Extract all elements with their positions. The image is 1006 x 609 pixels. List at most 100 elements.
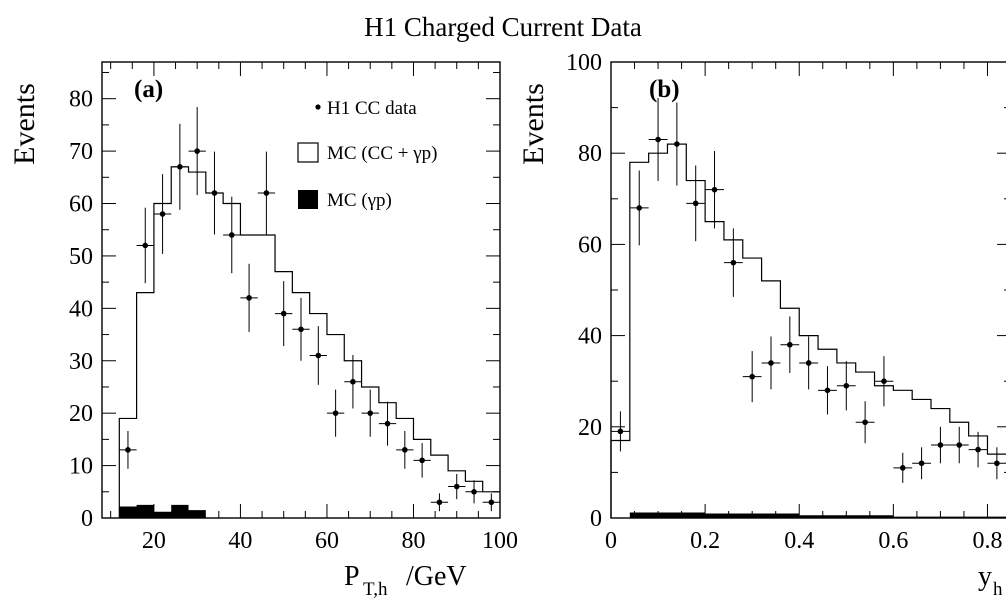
panel-a-xtick-label: 20: [142, 528, 166, 554]
panel-a-datapoint: [119, 430, 137, 469]
panel-b-datapoint: [705, 150, 724, 229]
panel-b-xtick-label: 0.6: [878, 528, 908, 554]
panel-a-xlabel: P T,h /GeV: [344, 561, 467, 600]
panel-b-marker: [730, 259, 737, 266]
panel-b-datapoint: [968, 431, 988, 468]
panel-a-datapoint: [326, 389, 345, 437]
panel-a-datapoint: [223, 196, 241, 274]
panel-b-marker: [655, 136, 661, 143]
panel-b-datapoint: [723, 228, 743, 297]
panel-a-datapoint: [378, 401, 397, 446]
legend: H1 CC data MC (CC + γp) MC (γp): [297, 98, 437, 211]
panel-a-datapoint: [482, 493, 500, 512]
legend-open-swatch: [297, 142, 319, 163]
panel-b-datapoint: [931, 426, 950, 464]
panel-b-ytick-label: 80: [578, 141, 602, 167]
panel-a-marker: [419, 457, 425, 464]
panel-a-mc-gp-hist: [119, 504, 206, 518]
panel-a-datapoint: [292, 297, 310, 361]
panel-b-datapoints: [611, 98, 1006, 483]
panel-a-marker: [315, 352, 322, 359]
panel-b-datapoint: [987, 447, 1006, 480]
panel-b-marker: [843, 382, 850, 389]
panel-a-marker: [211, 190, 218, 196]
panel-a-label: (a): [134, 76, 163, 103]
panel-b-label: (b): [649, 76, 680, 103]
legend-data-label: H1 CC data: [327, 98, 417, 119]
panel-b-xlabel: y h: [978, 561, 1003, 600]
panel-b-marker: [937, 442, 944, 448]
panel-b-xtick-label: 0.2: [690, 528, 720, 554]
panel-b-datapoint: [611, 411, 630, 452]
panel-a-marker: [263, 190, 270, 196]
panel-a-marker: [142, 242, 149, 249]
panel-b-marker: [636, 205, 643, 211]
panel-b-datapoint: [855, 401, 875, 444]
panel-a-datapoint: [344, 354, 362, 409]
panel-b-ytick-label: 40: [578, 324, 602, 350]
legend-filled-swatch: [298, 190, 318, 209]
panel-a-ticks: 0 10 20 30 40 50 60 70 80 20 40 60 80 100: [69, 62, 518, 554]
panel-b-mc-gp-hist: [629, 512, 1006, 518]
panel-b-ticks: 0 20 40 60 80 100 0 0.2 0.4 0.6 0.8: [566, 50, 1006, 554]
panel-a-mc-total-hist: [118, 166, 500, 518]
panel-a-datapoint: [465, 480, 483, 504]
panel-a-ylabel: Events: [8, 83, 41, 165]
panel-a-marker: [384, 420, 391, 427]
panel-a-datapoint: [309, 326, 327, 385]
panel-b-marker: [674, 141, 680, 147]
figure-title: H1 Charged Current Data: [364, 12, 642, 42]
panel-a-histograms: [118, 166, 500, 518]
panel-b-marker: [824, 387, 831, 394]
panel-a-marker: [228, 232, 235, 238]
legend-filled-label: MC (γp): [327, 190, 392, 211]
panel-b-xtick-label: 0.8: [972, 528, 1002, 554]
panel-b-marker: [881, 378, 887, 385]
panel-b-mc-total-hist: [610, 143, 1006, 518]
panel-a-datapoint: [430, 493, 449, 512]
panel-b-marker: [805, 360, 812, 366]
panel-a-xlabel-sub: T,h: [363, 579, 388, 600]
panel-b-datapoint: [761, 336, 781, 390]
panel-b-marker: [918, 460, 925, 467]
panel-a-datapoint: [188, 107, 206, 196]
legend-data-marker: [315, 104, 321, 110]
panel-b-marker: [787, 341, 793, 348]
panel-a-xtick-label: 100: [482, 528, 518, 554]
panel-a-xtick-label: 40: [228, 528, 252, 554]
panel-b-ytick-label: 20: [578, 415, 602, 441]
panel-a-ytick-label: 40: [69, 296, 93, 322]
panel-b-ytick-label: 100: [566, 50, 602, 76]
panel-b-marker: [956, 442, 963, 448]
panel-a-datapoint: [153, 174, 172, 254]
panel-b-xlabel-sub: h: [993, 579, 1003, 600]
panel-a-marker: [194, 148, 200, 154]
panel-a-ytick-label: 80: [69, 87, 93, 113]
panel-b-xtick-label: 0.4: [784, 528, 814, 554]
panel-a-datapoint: [413, 443, 431, 478]
panel-a-marker: [436, 499, 443, 506]
panel-a-marker: [488, 499, 495, 506]
panel-b-datapoint: [629, 170, 649, 246]
panel-a-marker: [159, 211, 166, 217]
panel-a-datapoint: [136, 207, 154, 284]
panel-b-marker: [749, 373, 755, 380]
panel-a-marker: [125, 447, 131, 453]
panel-b-marker: [768, 360, 774, 366]
panel-a-datapoint: [205, 151, 224, 235]
panel-b-datapoint: [949, 426, 969, 464]
panel-a-xlabel-unit: /GeV: [406, 561, 467, 592]
panel-b-ytick-label: 60: [578, 232, 602, 258]
panel-a-ytick-label: 20: [69, 401, 93, 427]
panel-a-ytick-label: 50: [69, 244, 93, 270]
panel-a-xtick-label: 80: [401, 528, 425, 554]
panel-b-marker: [994, 460, 1000, 467]
panel-a-marker: [246, 295, 252, 301]
panel-b-marker: [862, 419, 868, 426]
panel-b-datapoint: [780, 316, 800, 373]
panel-a-datapoint: [396, 430, 414, 469]
panel-a-datapoint: [257, 151, 276, 235]
panel-a-marker: [298, 326, 304, 333]
panel-b-marker: [617, 428, 624, 435]
